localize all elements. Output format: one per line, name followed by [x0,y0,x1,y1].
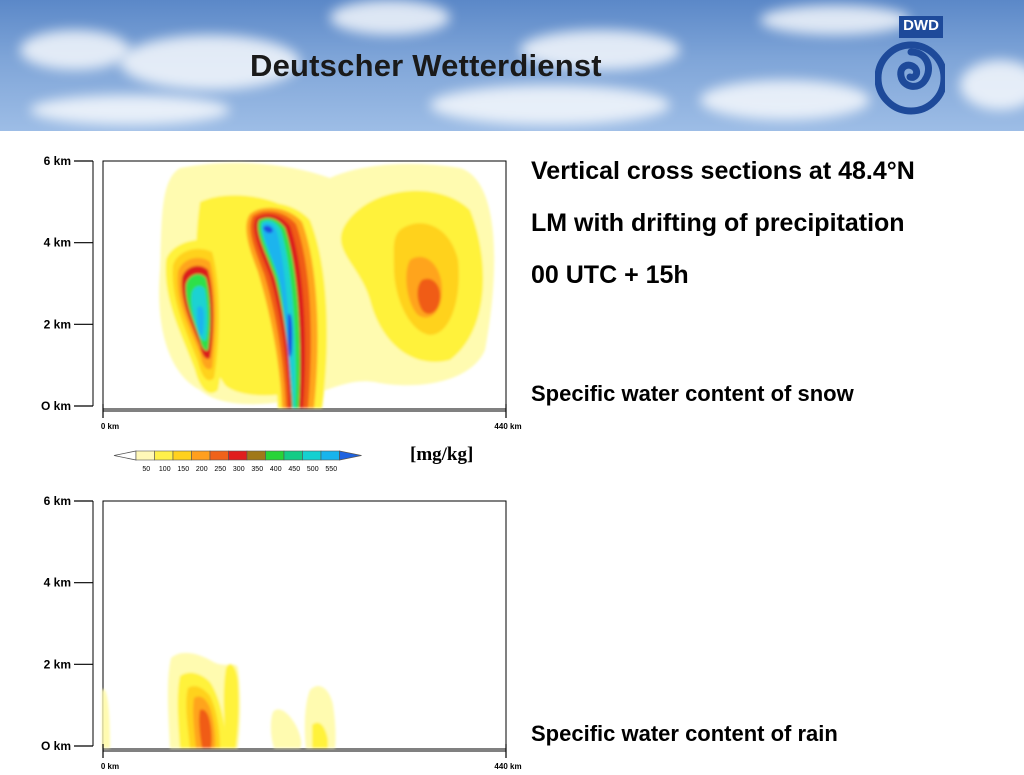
dwd-swirl-icon [875,16,945,115]
x-tick-label: 0 km [101,762,119,770]
colorbar-swatch [246,450,266,461]
rain-right-level-100 [312,722,328,748]
colorbar-swatch [154,450,174,461]
snow-level-250-right [417,278,441,314]
y-tick-label: 4 km [44,236,71,250]
colorbar-tick-label: 150 [177,466,189,473]
rain-left-level-250 [199,709,212,748]
snow-middle-cell-level [262,223,292,408]
colorbar-swatch [135,450,155,461]
colorbar-swatch [172,450,192,461]
colorbar-tick-label: 300 [233,466,245,473]
colorbar-unit: [mg/kg] [410,444,474,465]
colorbar-tick-label: 50 [142,466,150,473]
rain-edge-left [102,689,110,748]
rain-caption: Specific water content of rain [531,721,838,746]
header-banner: Deutscher Wetterdienst DWD [0,0,1024,131]
colorbar-tick-label: 100 [159,466,171,473]
snow-middle-cell-peak [263,225,273,233]
title-line-3: 00 UTC + 15h [531,261,689,289]
colorbar: 50 100 150 200 250 300 350 400 450 500 550 [113,450,362,473]
plot-area [102,500,507,750]
colorbar-swatch [320,450,340,461]
snow-middle-cell-level [261,220,296,408]
colorbar-left-tip [113,450,137,461]
title-line-1: Vertical cross sections at 48.4°N [531,157,915,185]
colorbar-tick-label: 200 [196,466,208,473]
snow-middle-cell-core [288,313,293,357]
y-tick-label: O km [41,739,71,753]
colorbar-swatch [191,450,211,461]
colorbar-right-tip [339,450,362,461]
colorbar-tick-label: 400 [270,466,282,473]
rain-cross-section: O km 2 km 4 km 6 km 0 km 440 km [30,490,530,771]
colorbar-swatch [302,450,322,461]
x-tick-label: 440 km [494,762,521,770]
colorbar-swatch [283,450,303,461]
banner-title: Deutscher Wetterdienst [250,48,602,83]
snow-cross-section: O km 2 km 4 km 6 km 0 km 440 km [30,150,530,431]
x-tick-label: 440 km [494,422,521,430]
colorbar-tick-label: 250 [214,466,226,473]
rain-left-secondary [223,664,239,748]
colorbar-tick-label: 500 [307,466,319,473]
y-tick-label: O km [41,399,71,413]
logo-text: DWD [903,17,939,34]
rain-middle-envelope [270,709,302,748]
colorbar-swatch [265,450,285,461]
title-line-2: LM with drifting of precipitation [531,209,905,237]
y-tick-label: 2 km [44,317,71,331]
colorbar-tick-label: 550 [325,466,337,473]
colorbar-swatch [228,450,248,461]
y-tick-label: 6 km [44,154,71,168]
y-tick-label: 6 km [44,494,71,508]
x-tick-label: 0 km [101,422,119,430]
snow-left-cell-level [197,306,204,336]
y-tick-label: 4 km [44,576,71,590]
colorbar-tick-label: 450 [288,466,300,473]
y-tick-label: 2 km [44,657,71,671]
snow-caption: Specific water content of snow [531,381,854,406]
colorbar-swatch [209,450,229,461]
colorbar-tick-label: 350 [251,466,263,473]
